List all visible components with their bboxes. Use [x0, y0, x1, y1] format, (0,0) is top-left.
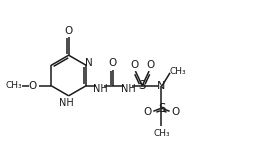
Text: S: S	[139, 79, 146, 92]
Text: NH: NH	[59, 98, 74, 108]
Text: O: O	[29, 81, 37, 91]
Text: O: O	[65, 26, 73, 36]
Text: O: O	[143, 107, 151, 117]
Text: NH: NH	[93, 84, 107, 94]
Text: O: O	[109, 58, 117, 67]
Text: N: N	[85, 58, 92, 68]
Text: CH₃: CH₃	[5, 81, 22, 90]
Text: O: O	[171, 107, 180, 117]
Text: O: O	[130, 60, 139, 70]
Text: O: O	[146, 60, 154, 70]
Text: CH₃: CH₃	[170, 67, 187, 76]
Text: CH₃: CH₃	[153, 129, 170, 138]
Text: NH: NH	[121, 84, 135, 94]
Text: N: N	[157, 81, 166, 91]
Text: S: S	[158, 102, 165, 115]
